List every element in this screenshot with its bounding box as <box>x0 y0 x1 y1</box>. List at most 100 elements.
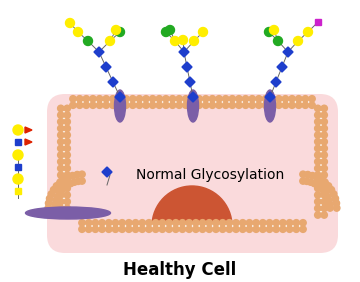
Circle shape <box>50 187 57 193</box>
Circle shape <box>58 192 64 198</box>
Circle shape <box>116 96 123 102</box>
Circle shape <box>143 102 149 108</box>
Circle shape <box>176 102 183 108</box>
Circle shape <box>58 158 64 165</box>
Circle shape <box>333 200 339 206</box>
Circle shape <box>332 195 338 202</box>
Circle shape <box>226 220 233 226</box>
Circle shape <box>265 28 274 36</box>
Circle shape <box>276 102 282 108</box>
Circle shape <box>239 220 246 226</box>
Circle shape <box>58 112 64 118</box>
Circle shape <box>136 102 143 108</box>
Circle shape <box>315 192 321 198</box>
Wedge shape <box>152 186 232 226</box>
Circle shape <box>289 96 295 102</box>
Circle shape <box>105 226 112 232</box>
Circle shape <box>233 226 239 232</box>
Circle shape <box>196 102 202 108</box>
Circle shape <box>58 212 64 218</box>
Circle shape <box>323 190 329 197</box>
Circle shape <box>262 96 269 102</box>
Circle shape <box>186 220 192 226</box>
Circle shape <box>315 125 321 132</box>
Circle shape <box>85 220 92 226</box>
Circle shape <box>64 199 71 205</box>
Circle shape <box>58 105 64 112</box>
Ellipse shape <box>114 90 126 122</box>
Polygon shape <box>25 139 32 145</box>
Circle shape <box>300 171 306 177</box>
Circle shape <box>132 226 139 232</box>
Circle shape <box>166 220 172 226</box>
Circle shape <box>83 96 90 102</box>
Circle shape <box>105 220 112 226</box>
Circle shape <box>229 96 235 102</box>
Circle shape <box>58 118 64 125</box>
Circle shape <box>249 96 256 102</box>
Circle shape <box>324 193 331 200</box>
Circle shape <box>58 138 64 145</box>
Circle shape <box>242 96 249 102</box>
Circle shape <box>253 226 259 232</box>
Circle shape <box>186 226 192 232</box>
Polygon shape <box>115 92 125 102</box>
Polygon shape <box>283 47 293 57</box>
Circle shape <box>179 36 188 45</box>
Circle shape <box>236 96 242 102</box>
Circle shape <box>48 191 54 197</box>
Circle shape <box>110 102 116 108</box>
Circle shape <box>146 226 152 232</box>
Polygon shape <box>94 47 104 57</box>
Circle shape <box>61 184 68 191</box>
Polygon shape <box>315 19 321 25</box>
Circle shape <box>321 105 327 112</box>
Circle shape <box>156 96 162 102</box>
Circle shape <box>58 145 64 152</box>
Circle shape <box>315 152 321 158</box>
Circle shape <box>79 226 85 232</box>
Circle shape <box>130 102 136 108</box>
Circle shape <box>206 220 212 226</box>
Circle shape <box>76 102 83 108</box>
Polygon shape <box>271 77 281 87</box>
Circle shape <box>13 174 23 184</box>
Circle shape <box>65 174 71 180</box>
Circle shape <box>256 96 262 102</box>
Circle shape <box>253 220 259 226</box>
Circle shape <box>126 220 132 226</box>
Circle shape <box>159 226 166 232</box>
Circle shape <box>274 36 283 45</box>
Circle shape <box>110 96 116 102</box>
Circle shape <box>58 132 64 138</box>
Polygon shape <box>25 127 32 133</box>
Circle shape <box>293 226 300 232</box>
Circle shape <box>315 179 321 185</box>
Circle shape <box>321 199 327 205</box>
Circle shape <box>71 179 78 185</box>
Circle shape <box>260 220 266 226</box>
Circle shape <box>64 158 71 165</box>
Circle shape <box>58 125 64 132</box>
Circle shape <box>52 205 58 211</box>
Circle shape <box>315 138 321 145</box>
Circle shape <box>315 165 321 171</box>
Circle shape <box>315 112 321 118</box>
Circle shape <box>64 145 71 152</box>
Circle shape <box>226 226 233 232</box>
Circle shape <box>179 220 186 226</box>
Circle shape <box>166 25 175 34</box>
Ellipse shape <box>26 207 111 219</box>
Circle shape <box>92 220 99 226</box>
Circle shape <box>321 132 327 138</box>
Circle shape <box>54 193 60 200</box>
Circle shape <box>246 226 253 232</box>
Circle shape <box>189 36 198 45</box>
Circle shape <box>321 152 327 158</box>
Circle shape <box>300 220 306 226</box>
Circle shape <box>123 102 129 108</box>
Circle shape <box>315 118 321 125</box>
Circle shape <box>58 152 64 158</box>
Circle shape <box>206 226 212 232</box>
Circle shape <box>96 102 103 108</box>
